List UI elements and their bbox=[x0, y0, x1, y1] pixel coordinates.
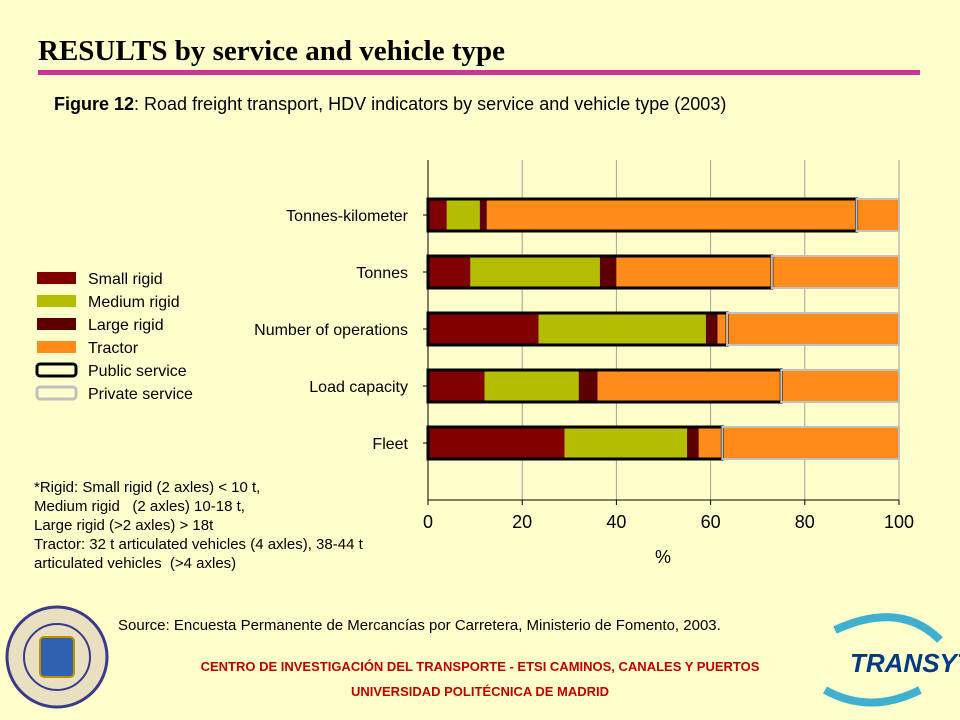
private-service-outline bbox=[726, 312, 901, 346]
x-tick-label: 20 bbox=[512, 512, 532, 532]
footnote: Medium rigid (2 axles) 10-18 t, bbox=[34, 498, 245, 515]
footer-line: UNIVERSIDAD POLITÉCNICA DE MADRID bbox=[351, 684, 609, 699]
bar-segment bbox=[616, 256, 899, 288]
x-axis-label: % bbox=[655, 547, 671, 567]
bar-segment bbox=[717, 313, 899, 345]
legend-label: Large rigid bbox=[88, 317, 164, 334]
legend-label: Small rigid bbox=[88, 271, 163, 288]
private-service-outline bbox=[721, 426, 900, 460]
bar-segment bbox=[578, 370, 598, 402]
bar-segment bbox=[470, 256, 600, 288]
bar-segment bbox=[479, 199, 487, 231]
private-service-outline bbox=[780, 369, 900, 403]
bar-segment bbox=[484, 370, 579, 402]
bar-segment bbox=[687, 427, 699, 459]
footnote: *Rigid: Small rigid (2 axles) < 10 t, bbox=[34, 479, 260, 496]
legend-swatch bbox=[37, 295, 76, 307]
x-tick-label: 60 bbox=[701, 512, 721, 532]
footnote: Large rigid (>2 axles) > 18t bbox=[34, 517, 214, 534]
bar-segment bbox=[428, 370, 485, 402]
slide-title: RESULTS by service and vehicle type bbox=[38, 35, 505, 67]
title-rule bbox=[38, 70, 920, 75]
bar-segment bbox=[428, 256, 471, 288]
bar-segment bbox=[599, 256, 617, 288]
bar-segment bbox=[428, 199, 447, 231]
bar-segment bbox=[597, 370, 899, 402]
legend-swatch bbox=[37, 341, 76, 353]
private-service-outline bbox=[770, 255, 901, 289]
footnote: Tractor: 32 t articulated vehicles (4 ax… bbox=[34, 536, 364, 553]
bar-segment bbox=[705, 313, 718, 345]
university-seal bbox=[5, 605, 109, 709]
transyt-logo: TRANSYT bbox=[823, 613, 960, 707]
y-tick-label: Tonnes bbox=[356, 265, 408, 282]
bar-segment bbox=[428, 427, 565, 459]
x-tick-label: 0 bbox=[423, 512, 433, 532]
x-tick-label: 40 bbox=[606, 512, 626, 532]
bar-segment bbox=[538, 313, 706, 345]
x-tick-label: 80 bbox=[795, 512, 815, 532]
x-tick-label: 100 bbox=[884, 512, 914, 532]
legend-label: Private service bbox=[88, 386, 193, 403]
legend-swatch bbox=[37, 272, 76, 284]
legend-label: Tractor bbox=[88, 340, 139, 357]
y-tick-label: Fleet bbox=[372, 436, 408, 453]
bar-segment bbox=[564, 427, 688, 459]
legend-swatch bbox=[35, 385, 78, 401]
legend-label: Medium rigid bbox=[88, 294, 180, 311]
legend-label: Public service bbox=[88, 363, 187, 380]
source: Source: Encuesta Permanente de Mercancía… bbox=[118, 617, 721, 634]
footnote: articulated vehicles (>4 axles) bbox=[34, 555, 236, 572]
figure-label: Figure 12 bbox=[54, 94, 134, 114]
legend: Small rigid Medium rigid Large rigid Tracto… bbox=[35, 271, 193, 403]
footer-line: CENTRO DE INVESTIGACIÓN DEL TRANSPORTE -… bbox=[201, 659, 760, 674]
bar-segment bbox=[486, 199, 899, 231]
figure-caption: Figure 12: Road freight transport, HDV i… bbox=[54, 94, 726, 114]
y-tick-label: Load capacity bbox=[309, 379, 408, 396]
bar-segment bbox=[698, 427, 899, 459]
y-tick-label: Tonnes-kilometer bbox=[286, 208, 409, 225]
legend-swatch bbox=[37, 318, 76, 330]
bar-segment bbox=[428, 313, 539, 345]
legend-swatch bbox=[35, 362, 78, 378]
bar-segment bbox=[446, 199, 480, 231]
y-tick-label: Number of operations bbox=[254, 322, 408, 339]
logo-text: TRANSYT bbox=[850, 648, 960, 678]
private-service-outline bbox=[855, 198, 900, 232]
caption-text: : Road freight transport, HDV indicators… bbox=[134, 94, 726, 114]
